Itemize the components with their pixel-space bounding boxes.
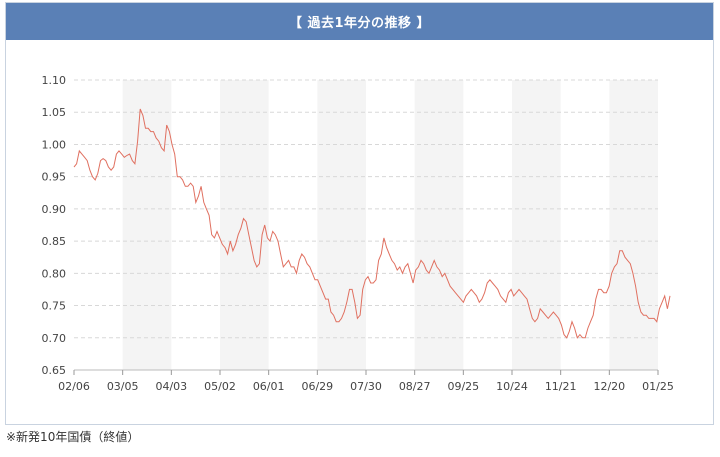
y-tick-label: 1.00	[42, 138, 67, 151]
y-tick-label: 0.95	[42, 171, 67, 184]
y-tick-label: 0.80	[42, 267, 67, 280]
plot-band	[122, 80, 172, 370]
series-line	[73, 108, 671, 339]
chart-title: 【 過去1年分の推移 】	[6, 3, 713, 40]
y-tick-label: 0.85	[42, 235, 67, 248]
x-tick-label: 02/06	[58, 380, 90, 393]
y-tick-label: 0.90	[42, 203, 67, 216]
y-tick-label: 0.70	[42, 332, 67, 345]
plot-band	[609, 80, 658, 370]
plot-band	[317, 80, 366, 370]
plot-band	[414, 80, 464, 370]
plot-band	[220, 80, 269, 370]
y-tick-label: 1.05	[42, 106, 67, 119]
y-tick-label: 0.75	[42, 300, 67, 313]
x-tick-label: 05/02	[204, 380, 236, 393]
x-axis: 02/06 03/05 04/03 05/02 06/01 06/29 07/30 08/27…	[58, 370, 674, 393]
x-tick-label: 08/27	[399, 380, 431, 393]
x-tick-label: 03/05	[107, 380, 139, 393]
x-tick-label: 01/25	[642, 380, 674, 393]
x-tick-label: 04/03	[155, 380, 187, 393]
x-tick-label: 09/25	[447, 380, 479, 393]
plot-band	[512, 80, 561, 370]
y-tick-label: 0.65	[42, 364, 67, 377]
x-tick-label: 06/01	[253, 380, 285, 393]
x-tick-label: 07/30	[350, 380, 382, 393]
x-tick-label: 12/20	[593, 380, 625, 393]
footnote: ※新発10年国債（終値）	[6, 430, 140, 444]
y-axis: 1.10 1.05 1.00 0.95 0.90 0.85 0.80 0.75 0.70 0.65	[42, 74, 67, 377]
chart-panel: 【 過去1年分の推移 】 1.10 1.05 1.00 0.95 0.90 0.85 0.8…	[5, 2, 714, 425]
y-tick-label: 1.10	[42, 74, 67, 87]
line-chart: 1.10 1.05 1.00 0.95 0.90 0.85 0.80 0.75 0.70 0.65…	[42, 74, 674, 393]
x-tick-label: 11/21	[545, 380, 577, 393]
plot-bands	[122, 80, 658, 370]
x-tick-label: 06/29	[301, 380, 333, 393]
x-tick-label: 10/24	[496, 380, 528, 393]
